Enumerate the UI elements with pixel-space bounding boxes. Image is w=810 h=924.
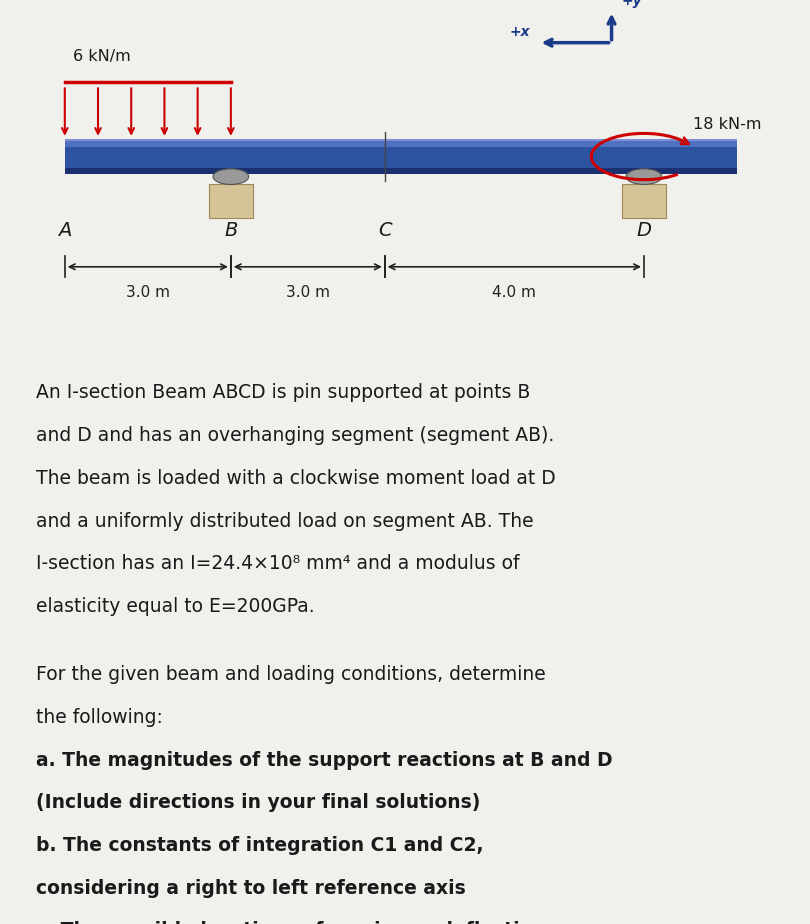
- Text: B: B: [224, 221, 237, 239]
- Text: A: A: [58, 221, 71, 239]
- Text: the following:: the following:: [36, 708, 163, 727]
- FancyBboxPatch shape: [622, 185, 667, 218]
- Bar: [65, 139, 737, 147]
- Bar: [65, 139, 737, 140]
- Text: 3.0 m: 3.0 m: [126, 285, 170, 299]
- Text: D: D: [637, 221, 651, 239]
- Text: a. The magnitudes of the support reactions at B and D: a. The magnitudes of the support reactio…: [36, 750, 612, 770]
- Text: 3.0 m: 3.0 m: [286, 285, 330, 299]
- Text: 4.0 m: 4.0 m: [492, 285, 536, 299]
- Text: An I-section Beam ABCD is pin supported at points B: An I-section Beam ABCD is pin supported …: [36, 383, 531, 403]
- Text: considering a right to left reference axis: considering a right to left reference ax…: [36, 879, 466, 897]
- Bar: [65, 145, 737, 168]
- Text: +x: +x: [510, 25, 531, 39]
- Circle shape: [213, 169, 249, 185]
- Text: The beam is loaded with a clockwise moment load at D: The beam is loaded with a clockwise mome…: [36, 468, 556, 488]
- Text: I-section has an I=24.4×10⁸ mm⁴ and a modulus of: I-section has an I=24.4×10⁸ mm⁴ and a mo…: [36, 554, 520, 573]
- Bar: [65, 168, 737, 175]
- Text: and D and has an overhanging segment (segment AB).: and D and has an overhanging segment (se…: [36, 426, 554, 445]
- Text: b. The constants of integration C1 and C2,: b. The constants of integration C1 and C…: [36, 836, 484, 855]
- Text: 6 kN/m: 6 kN/m: [73, 49, 130, 64]
- Text: elasticity equal to E=200GPa.: elasticity equal to E=200GPa.: [36, 597, 315, 616]
- Text: c. The possible locations of maximum deflection: c. The possible locations of maximum def…: [36, 921, 546, 924]
- Text: (Include directions in your final solutions): (Include directions in your final soluti…: [36, 794, 480, 812]
- Text: 18 kN-m: 18 kN-m: [693, 117, 761, 132]
- Text: and a uniformly distributed load on segment AB. The: and a uniformly distributed load on segm…: [36, 512, 534, 530]
- Text: +y: +y: [621, 0, 642, 7]
- FancyBboxPatch shape: [208, 185, 253, 218]
- Text: For the given beam and loading conditions, determine: For the given beam and loading condition…: [36, 665, 546, 684]
- Text: C: C: [378, 221, 391, 239]
- Circle shape: [626, 169, 662, 185]
